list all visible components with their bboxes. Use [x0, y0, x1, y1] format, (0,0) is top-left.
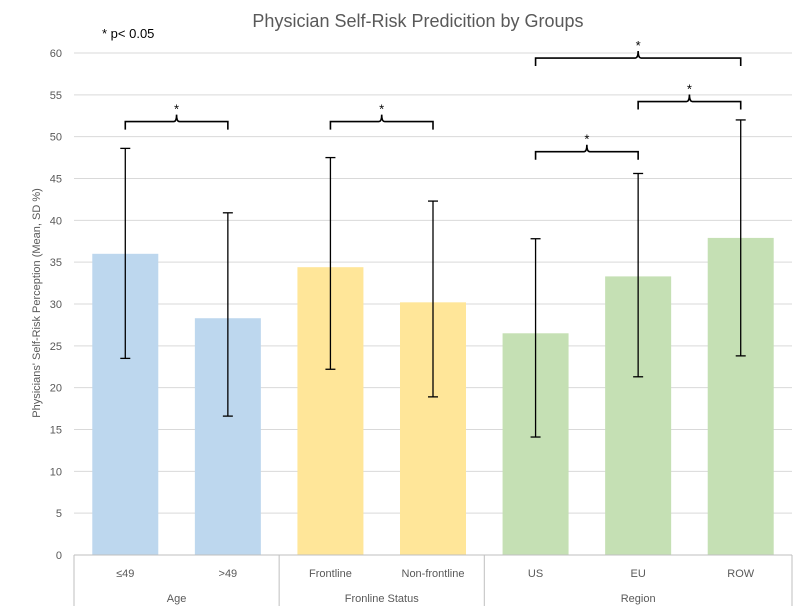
y-tick-label: 40: [50, 215, 62, 227]
y-tick-label: 50: [50, 132, 62, 144]
y-tick-label: 15: [50, 425, 62, 437]
y-tick-label: 25: [50, 341, 62, 353]
group-label: Fronline Status: [345, 593, 419, 605]
y-tick-label: 20: [50, 383, 62, 395]
significance-bracket: [534, 51, 742, 67]
significance-bracket: [534, 144, 639, 160]
y-tick-label: 5: [56, 508, 62, 520]
significance-bracket: [329, 114, 434, 130]
significance-brackets: * * * * *: [124, 38, 742, 160]
x-tick-label: >49: [219, 568, 238, 580]
x-axis: Age Fronline Status Region ≤49 >49 Frontline N…: [73, 554, 793, 606]
y-tick-label: 60: [50, 48, 62, 60]
significance-note: * p< 0.05: [102, 26, 154, 41]
group-label: Region: [621, 593, 656, 605]
significance-marker: *: [379, 102, 384, 117]
y-tick-label: 55: [50, 90, 62, 102]
y-tick-label: 35: [50, 257, 62, 269]
y-axis-ticks: 0 5 10 15 20 25 30 35 40 45 50 55 60: [50, 48, 62, 562]
x-tick-label: Non-frontline: [402, 568, 465, 580]
significance-bracket: [124, 114, 229, 130]
x-tick-label: EU: [631, 568, 646, 580]
y-tick-label: 45: [50, 174, 62, 186]
y-axis-title: Physicians' Self-Risk Perception (Mean, …: [31, 188, 43, 418]
x-tick-label: ≤49: [116, 568, 134, 580]
y-tick-label: 0: [56, 550, 62, 562]
x-tick-label: ROW: [727, 568, 755, 580]
significance-marker: *: [174, 102, 179, 117]
significance-bracket: [637, 94, 742, 110]
error-bars: [120, 119, 746, 438]
chart-title: Physician Self-Risk Predicition by Group…: [252, 11, 583, 31]
significance-marker: *: [687, 82, 692, 97]
y-tick-label: 30: [50, 299, 62, 311]
y-tick-label: 10: [50, 466, 62, 478]
bars: [92, 237, 774, 556]
significance-marker: *: [584, 132, 589, 147]
group-label: Age: [167, 593, 187, 605]
significance-marker: *: [636, 38, 641, 53]
x-tick-label: Frontline: [309, 568, 352, 580]
x-tick-label: US: [528, 568, 543, 580]
